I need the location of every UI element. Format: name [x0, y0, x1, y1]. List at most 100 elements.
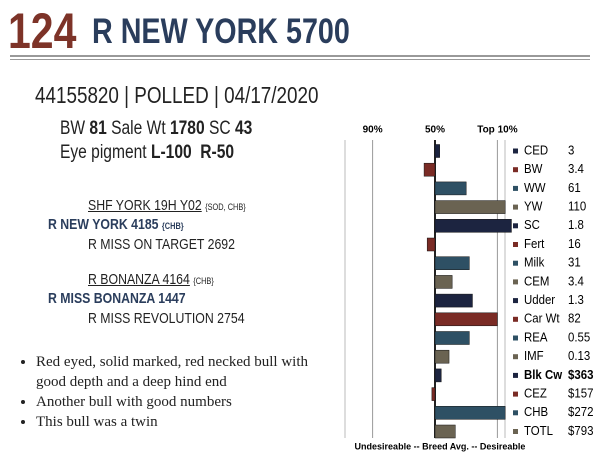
trait-label: TOTL	[524, 423, 553, 438]
pedigree-line: R BONANZA 4164 {CHB}	[88, 271, 214, 288]
trait-label: Blk Cw	[524, 367, 563, 382]
name: R MISS REVOLUTION 2754	[88, 310, 245, 327]
trait-label: BW	[524, 161, 543, 176]
bar	[434, 275, 453, 289]
legend-swatch	[513, 185, 518, 191]
name: R MISS ON TARGET 2692	[88, 236, 235, 253]
legend-swatch	[513, 223, 518, 229]
bar	[434, 331, 470, 345]
bar	[431, 387, 436, 401]
pedigree-line: SHF YORK 19H Y02 {SOD, CHB}	[88, 197, 246, 214]
bar	[434, 406, 506, 420]
trait-label: Milk	[524, 255, 545, 270]
pedigree-line: R MISS BONANZA 1447	[48, 290, 186, 307]
bullet: Another bull with good numbers	[36, 392, 326, 412]
legend-swatch	[513, 298, 518, 304]
pedigree-line: R MISS ON TARGET 2692	[88, 236, 235, 253]
epd-value: 0.55	[568, 330, 590, 345]
lot-number: 124	[8, 3, 77, 59]
bar	[434, 368, 442, 383]
x-axis-label: Undesireable -- Breed Avg. -- Desireable	[355, 441, 526, 451]
tag: {CHB}	[193, 276, 214, 286]
epd-value: $272	[568, 405, 594, 420]
bar	[434, 293, 473, 308]
legend-swatch	[513, 242, 518, 247]
pedigree-line: R NEW YORK 4185 {CHB}	[48, 216, 184, 233]
id-line: 44155820 | POLLED | 04/17/2020	[35, 82, 319, 108]
bar	[434, 144, 440, 158]
trait-label: Fert	[524, 236, 545, 251]
legend-swatch	[513, 148, 518, 154]
epd-value: $793	[568, 423, 594, 438]
trait-label: Car Wt	[524, 311, 560, 326]
bar	[426, 237, 436, 252]
header-rule	[10, 55, 590, 60]
value: L-100 R-50	[150, 142, 235, 163]
legend-swatch	[513, 167, 518, 173]
name: R BONANZA 4164	[88, 271, 190, 288]
bar	[434, 219, 512, 233]
bar	[434, 424, 456, 439]
x-tick-label: 90%	[363, 125, 383, 136]
value: 1780	[169, 118, 205, 139]
legend-swatch	[513, 354, 518, 360]
trait-label: CED	[524, 143, 548, 158]
pedigree-line: R MISS REVOLUTION 2754	[88, 310, 245, 327]
epd-value: 82	[568, 311, 581, 326]
epd-value: 110	[568, 199, 586, 214]
bar	[434, 349, 450, 364]
trait-label: REA	[524, 330, 548, 345]
label: SC	[208, 118, 231, 139]
legend-swatch	[513, 410, 518, 416]
trait-label: IMF	[524, 348, 544, 363]
epd-value: 3.4	[568, 274, 584, 289]
tag: {CHB}	[161, 221, 184, 231]
legend-swatch	[513, 279, 518, 285]
bar	[434, 181, 467, 196]
name: R NEW YORK 4185	[48, 216, 159, 233]
epd-value: 1.8	[568, 218, 584, 233]
animal-name: R NEW YORK 5700	[92, 12, 350, 51]
epd-value: 3.4	[568, 161, 584, 176]
bullet: This bull was a twin	[36, 412, 326, 432]
bar	[434, 256, 470, 270]
epd-value: 1.3	[568, 292, 584, 307]
legend-swatch	[513, 372, 518, 378]
bullet: Red eyed, solid marked, red necked bull …	[36, 352, 326, 392]
trait-label: YW	[524, 199, 543, 214]
epd-value: $363	[568, 367, 594, 382]
bar	[423, 162, 436, 177]
value: 43	[234, 118, 253, 139]
legend-swatch	[513, 260, 518, 266]
eye-line: Eye pigment L-100 R-50	[60, 142, 234, 164]
legend-swatch	[513, 391, 518, 397]
x-tick-label: Top 10%	[477, 125, 517, 136]
bar	[434, 200, 506, 214]
trait-label: SC	[524, 218, 540, 233]
label: BW	[60, 118, 86, 139]
legend-swatch	[513, 204, 518, 210]
value: 81	[89, 118, 107, 139]
epd-value: 0.13	[568, 348, 590, 363]
name: SHF YORK 19H Y02	[88, 197, 202, 214]
bar	[434, 312, 498, 327]
trait-label: CEZ	[524, 386, 547, 401]
trait-label: CHB	[524, 405, 548, 420]
tag: {SOD, CHB}	[205, 202, 246, 212]
epd-value: 31	[568, 255, 581, 270]
label: Eye pigment	[60, 142, 147, 163]
legend-swatch	[513, 335, 518, 341]
stats-line: BW 81 Sale Wt 1780 SC 43	[60, 118, 252, 140]
epd-value: 16	[568, 236, 581, 251]
trait-label: Udder	[524, 292, 555, 307]
name: R MISS BONANZA 1447	[48, 290, 186, 307]
epd-value: 61	[568, 180, 581, 195]
bullet-list: Red eyed, solid marked, red necked bull …	[14, 352, 326, 432]
x-tick-label: 50%	[425, 125, 445, 136]
trait-label: CEM	[524, 274, 549, 289]
label: Sale Wt	[111, 118, 166, 139]
epd-value: $157	[568, 386, 594, 401]
legend-swatch	[513, 429, 518, 434]
